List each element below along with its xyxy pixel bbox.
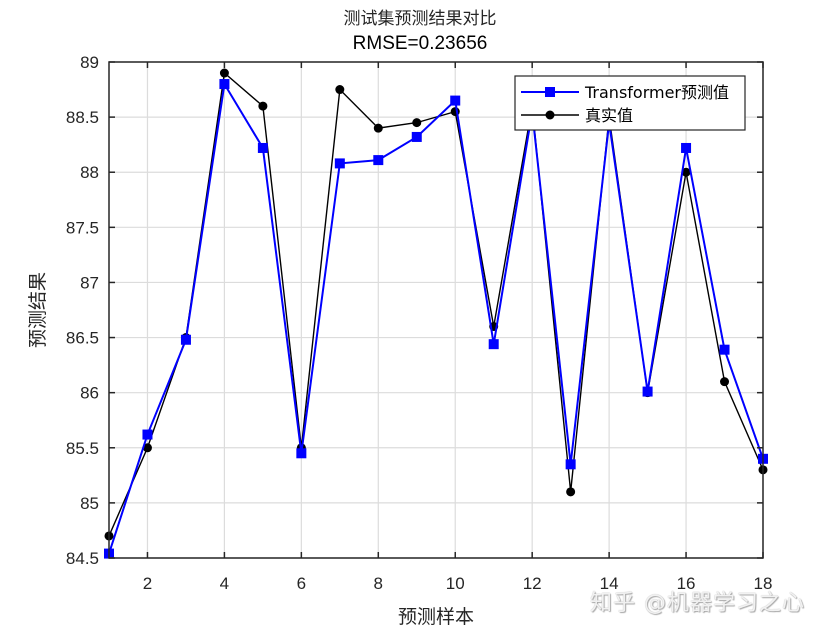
x-axis-label: 预测样本 [398, 606, 474, 628]
legend-item: Transformer预测值 [521, 83, 729, 102]
data-point-square [642, 386, 653, 397]
data-point-square [219, 79, 230, 90]
y-tick-label: 89 [80, 53, 99, 72]
legend-item: 真实值 [521, 106, 633, 125]
data-point-square [565, 459, 576, 470]
y-tick-label: 84.5 [66, 549, 99, 568]
x-tick-label: 12 [523, 574, 542, 593]
y-tick-label: 85 [80, 494, 99, 513]
chart-title: 测试集预测结果对比 [343, 9, 497, 29]
x-tick-label: 18 [754, 574, 773, 593]
series-prediction [104, 79, 768, 559]
axes [108, 61, 764, 559]
data-point-square [334, 158, 345, 169]
data-point-circle [373, 123, 383, 133]
data-point-square [296, 448, 307, 459]
plot-series [104, 68, 768, 559]
data-point-circle [681, 167, 691, 177]
x-tick-label: 14 [600, 574, 619, 593]
data-point-square [373, 155, 384, 166]
series-actual [104, 68, 768, 541]
watermark: 知乎 @机器学习之心 [590, 591, 805, 616]
legend-square-marker-icon [545, 87, 555, 97]
data-point-circle [258, 101, 268, 111]
data-point-circle [720, 377, 730, 387]
y-tick-label: 87.5 [66, 218, 99, 237]
y-tick-label: 86 [80, 384, 99, 403]
data-point-square [142, 429, 153, 440]
y-tick-label: 86.5 [66, 329, 99, 348]
legend-circle-marker-icon [545, 110, 555, 120]
data-point-square [719, 344, 730, 355]
x-tick-label: 16 [677, 574, 696, 593]
y-tick-label: 88 [80, 163, 99, 182]
data-point-circle [566, 487, 576, 497]
y-tick-label: 85.5 [66, 439, 99, 458]
y-axis-label: 预测结果 [27, 272, 49, 348]
legend-label: Transformer预测值 [584, 83, 729, 102]
data-point-circle [142, 443, 152, 453]
data-point-square [257, 142, 268, 153]
x-tick-label: 2 [143, 574, 152, 593]
data-point-circle [412, 118, 422, 128]
data-point-square [488, 339, 499, 350]
x-tick-label: 8 [374, 574, 383, 593]
y-tick-label: 88.5 [66, 108, 99, 127]
chart-subtitle: RMSE=0.23656 [352, 33, 488, 54]
x-tick-label: 6 [297, 574, 306, 593]
data-point-square [180, 334, 191, 345]
x-tick-label: 4 [220, 574, 229, 593]
legend-label: 真实值 [585, 106, 633, 125]
data-point-square [411, 131, 422, 142]
data-point-circle [335, 85, 345, 95]
x-tick-label: 10 [446, 574, 465, 593]
data-point-square [681, 142, 692, 153]
data-point-circle [219, 68, 229, 78]
tick-labels: 2 4 6 8 10 12 14 16 18 84.5 85 85.5 86 86.5 87 87.5 88 88… [66, 53, 773, 593]
data-point-square [450, 95, 461, 106]
grid-lines [109, 61, 764, 559]
y-tick-label: 87 [80, 273, 99, 292]
